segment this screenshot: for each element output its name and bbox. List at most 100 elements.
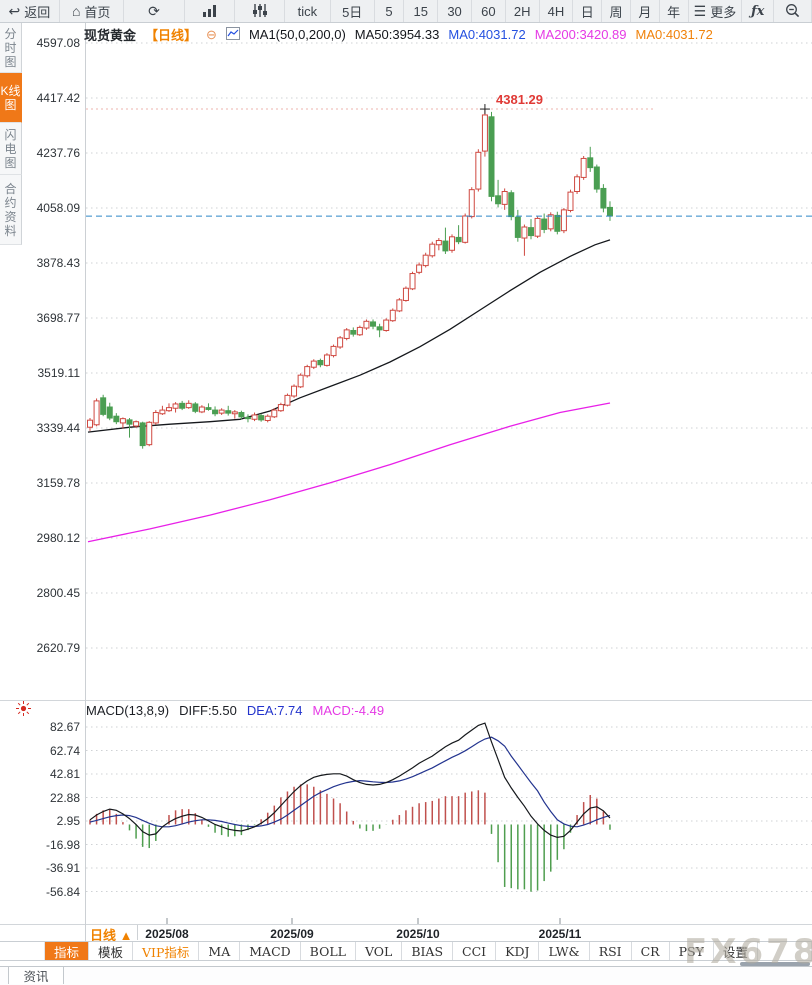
indicator-tab-MA[interactable]: MA xyxy=(199,942,241,960)
macd-axis-label: -56.84 xyxy=(45,884,80,899)
price-axis-label: 3339.44 xyxy=(36,421,80,435)
collapse-panel-icon[interactable]: ⊖ xyxy=(206,26,217,42)
sidebar-tab-lightning-chart[interactable]: 闪电图 xyxy=(0,123,22,175)
indicator-tab-MACD[interactable]: MACD xyxy=(240,942,301,960)
toolbar-button-home[interactable]: ⌂ 首页 xyxy=(60,0,124,22)
indicator-tab-模板[interactable]: 模板 xyxy=(89,942,134,960)
toolbar-button-more[interactable]: ☰ 更多 xyxy=(689,0,743,22)
macd-axis-label: 22.88 xyxy=(49,790,80,805)
toolbar-button-tick[interactable]: tick xyxy=(285,0,331,22)
toolbar-button-60m[interactable]: 60 xyxy=(472,0,506,22)
sidebar-tab-kline-chart[interactable]: K线图 xyxy=(0,73,22,123)
price-axis-label: 3878.43 xyxy=(36,256,80,270)
toolbar-button-label: 首页 xyxy=(84,4,111,20)
price-axis-label: 3698.77 xyxy=(36,311,80,325)
indicator-live-icon[interactable] xyxy=(16,701,31,721)
price-axis-label: 4597.08 xyxy=(36,36,80,50)
macd-axis-label: -36.91 xyxy=(45,861,80,875)
indicator-tab-BOLL[interactable]: BOLL xyxy=(301,942,356,960)
macd-panel-header: MACD(13,8,9) DIFF:5.50 DEA:7.74 MACD:-4.… xyxy=(86,703,384,718)
axis-left-border xyxy=(85,23,86,941)
price-axis-label: 2620.79 xyxy=(36,641,80,655)
toolbar-button-15m[interactable]: 15 xyxy=(404,0,439,22)
macd-bottom-border xyxy=(0,924,812,925)
toolbar-button-year[interactable]: 年 xyxy=(660,0,689,22)
indicator-tab-BIAS[interactable]: BIAS xyxy=(402,942,454,960)
indicator-tab-RSI[interactable]: RSI xyxy=(590,942,632,960)
x-axis-month-label: 2025/11 xyxy=(538,927,582,941)
x-axis-month-label: 2025/09 xyxy=(270,927,314,941)
price-axis-label: 4058.09 xyxy=(36,201,80,215)
indicator-tab-设置[interactable]: 设置 xyxy=(714,942,758,960)
toolbar-button-2h[interactable]: 2H xyxy=(506,0,540,22)
macd-diff-value: DIFF:5.50 xyxy=(179,703,237,718)
period-tag[interactable]: 【日线】 xyxy=(145,28,198,43)
macd-axis-label: 2.95 xyxy=(56,814,80,828)
toolbar-button-label: 年 xyxy=(667,4,681,20)
toolbar-button-label: tick xyxy=(297,3,318,19)
toolbar-button-label: 5 xyxy=(385,3,393,19)
menu-icon: ☰ xyxy=(693,3,707,19)
all-time-high-label: 4381.29 xyxy=(496,92,543,107)
toolbar-button-label: 2H xyxy=(513,3,531,19)
price-axis-label: 3159.78 xyxy=(36,476,80,490)
toolbar-button-bar-chart[interactable] xyxy=(185,0,236,22)
toolbar-button-5m[interactable]: 5 xyxy=(375,0,405,22)
toolbar-button-candle-sliders[interactable] xyxy=(235,0,285,22)
x-axis-month-label: 2025/10 xyxy=(396,927,440,941)
back-arrow-icon: ↩ xyxy=(8,3,21,19)
price-axis-label: 4237.76 xyxy=(36,146,80,160)
toolbar-button-label: 更多 xyxy=(710,4,737,20)
toolbar-button-label: 30 xyxy=(447,3,462,19)
indicator-tab-VOL[interactable]: VOL xyxy=(356,942,403,960)
ma0-value-orange: MA0:4031.72 xyxy=(635,27,713,42)
toolbar-button-label: 返回 xyxy=(24,4,51,20)
macd-settings-label: MACD(13,8,9) xyxy=(86,703,170,718)
macd-axis-label: 62.74 xyxy=(49,743,80,758)
price-axis-label: 2800.45 xyxy=(36,586,80,600)
indicator-tab-VIP指标[interactable]: VIP指标 xyxy=(133,942,200,960)
toolbar-button-4h[interactable]: 4H xyxy=(540,0,574,22)
refresh-icon: ⟳ xyxy=(148,3,160,19)
indicator-tab-KDJ[interactable]: KDJ xyxy=(496,942,540,960)
ma200-value: MA200:3420.89 xyxy=(534,27,627,42)
indicator-tab-指标[interactable]: 指标 xyxy=(45,942,90,960)
indicator-toolbar-spacer xyxy=(0,942,45,960)
ma50-value: MA50:3954.33 xyxy=(354,27,440,42)
zoom-out-icon xyxy=(785,3,801,20)
price-axis-label: 4417.42 xyxy=(36,91,80,105)
symbol-name: 现货黄金 xyxy=(84,28,137,43)
toolbar-button-label: 5日 xyxy=(342,4,363,20)
news-tab[interactable]: 资讯 xyxy=(8,967,64,984)
indicator-tab-LW&[interactable]: LW& xyxy=(539,942,590,960)
toolbar-button-5d[interactable]: 5日 xyxy=(331,0,375,22)
toolbar-button-refresh[interactable]: ⟳ xyxy=(124,0,186,22)
indicator-tab-PSY[interactable]: PSY xyxy=(670,942,714,960)
toolbar-button-30m[interactable]: 30 xyxy=(438,0,472,22)
price-panel-header: 现货黄金 【日线】 ⊖ MA1(50,0,200,0) MA50:3954.33… xyxy=(84,25,713,44)
chart-type-sidebar: 分时图 K线图 闪电图 合约资料 xyxy=(0,23,22,245)
toolbar-button-day[interactable]: 日 xyxy=(573,0,603,22)
panel-separator xyxy=(0,700,812,701)
toolbar-button-week[interactable]: 周 xyxy=(602,0,631,22)
toolbar-button-back[interactable]: ↩ 返回 xyxy=(0,0,60,22)
sidebar-tab-contract-info[interactable]: 合约资料 xyxy=(0,175,22,245)
toolbar-button-fx[interactable]: ƒx xyxy=(742,0,775,22)
macd-axis-label: 82.67 xyxy=(49,720,80,734)
macd-dea-value: DEA:7.74 xyxy=(246,703,303,718)
macd-axis-label: -16.98 xyxy=(45,837,80,852)
status-bar xyxy=(0,966,812,985)
horizontal-scrollbar-thumb[interactable] xyxy=(740,962,810,966)
toolbar-button-label: 周 xyxy=(609,4,623,20)
toolbar-button-month[interactable]: 月 xyxy=(631,0,660,22)
indicator-toolbar-filler xyxy=(758,942,812,960)
period-selector[interactable]: 日线 ▲ xyxy=(86,925,138,943)
indicator-tab-CCI[interactable]: CCI xyxy=(453,942,497,960)
indicator-tab-CR[interactable]: CR xyxy=(632,942,670,960)
candle-sliders-icon xyxy=(252,3,268,20)
sidebar-tab-timeshare-chart[interactable]: 分时图 xyxy=(0,23,22,73)
price-axis-label: 2980.12 xyxy=(36,531,80,545)
toolbar-button-zoom-out[interactable] xyxy=(774,0,812,22)
